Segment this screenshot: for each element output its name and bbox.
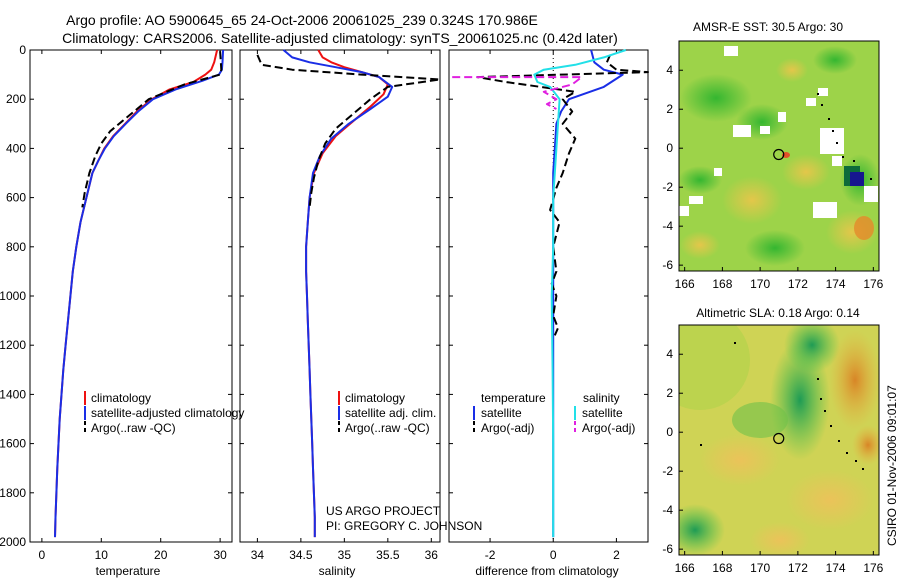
pi-credit: PI: GREGORY C. JOHNSON: [326, 519, 482, 533]
x-tick-label: 10: [95, 548, 109, 562]
salinity-legend-climatology: climatology: [345, 391, 405, 405]
map-x-tick-label: 176: [863, 277, 883, 291]
figure-title-line1: Argo profile: AO 5900645_65 24-Oct-2006 …: [66, 12, 538, 28]
series-line-climatology: [305, 49, 389, 538]
diff-legend-salinity-argo: Argo(-adj): [582, 421, 635, 435]
map-x-tick-label: 172: [788, 277, 808, 291]
map-x-tick-label: 166: [675, 277, 695, 291]
salinity-legend-argo: Argo(..raw -QC): [345, 421, 430, 435]
map-y-tick-label: 0: [666, 425, 673, 439]
y-tick-label: 400: [6, 141, 26, 155]
y-tick-label: 200: [6, 92, 26, 106]
project-credit: US ARGO PROJECT: [326, 504, 441, 518]
y-tick-label: 1000: [0, 289, 26, 303]
salinity-legend-satellite: satellite adj. clim.: [345, 406, 436, 420]
argo-position-marker: [773, 148, 785, 161]
diff-legend-salinity-satellite: satellite: [582, 406, 623, 420]
difference-panel-frame: [448, 49, 649, 543]
x-tick-label: 30: [213, 548, 227, 562]
map-x-tick-label: 176: [863, 561, 883, 575]
temperature-xlabel: temperature: [96, 564, 161, 578]
map-y-tick-label: -2: [662, 180, 673, 194]
timestamp-credit: CSIRO 01-Nov-2006 09:01:07: [885, 385, 899, 546]
sla-map-axes: 166 168 170 172 174 176 -6 -4 -2 0 2 4: [662, 347, 883, 575]
map-y-tick-label: 2: [666, 386, 673, 400]
map-y-tick-label: -4: [662, 219, 673, 233]
map-x-tick-label: 170: [750, 561, 770, 575]
map-x-tick-label: 174: [826, 277, 846, 291]
temperature-legend-satellite: satellite-adjusted climatology: [91, 406, 244, 420]
diff-legend-temperature-heading: temperature: [481, 391, 546, 405]
sst-map-title: AMSR-E SST: 30.5 Argo: 30: [693, 20, 843, 34]
series-line-argo-raw-qc-: [256, 54, 441, 208]
salinity-legend: climatology satellite adj. clim. Argo(..…: [338, 391, 436, 435]
sla-map-title: Altimetric SLA: 0.18 Argo: 0.14: [696, 306, 860, 320]
y-tick-label: 800: [6, 240, 26, 254]
salinity-plot: 34 34.5 35 35.5 36: [240, 49, 441, 562]
map-x-tick-label: 166: [675, 561, 695, 575]
map-x-tick-label: 170: [750, 277, 770, 291]
y-tick-label: 2000: [0, 535, 26, 549]
y-tick-label: 1600: [0, 437, 26, 451]
temperature-panel-frame: [29, 49, 233, 543]
map-x-tick-label: 174: [826, 561, 846, 575]
y-tick-label: 600: [6, 191, 26, 205]
series-line-salinity-satellite: [533, 49, 627, 538]
map-y-tick-label: -6: [662, 542, 673, 556]
x-tick-label: 35: [338, 548, 352, 562]
temperature-legend-argo: Argo(..raw -QC): [91, 421, 176, 435]
map-y-tick-label: -2: [662, 464, 673, 478]
series-line-salinity-argo-adj-: [452, 76, 583, 110]
series-line-climatology: [54, 49, 219, 538]
x-tick-label: 0: [550, 548, 557, 562]
map-y-tick-label: -4: [662, 503, 673, 517]
series-line-satellite-adjusted-climatology: [54, 49, 225, 538]
map-x-tick-label: 168: [712, 277, 732, 291]
series-line-argo-raw-qc-: [81, 51, 223, 208]
map-y-tick-label: 2: [666, 102, 673, 116]
figure-title-line2: Climatology: CARS2006. Satellite-adjuste…: [62, 30, 618, 46]
x-tick-label: 0: [39, 548, 46, 562]
sst-map-field: [679, 41, 879, 271]
diff-legend-temperature-argo: Argo(-adj): [481, 421, 534, 435]
map-x-tick-label: 172: [788, 561, 808, 575]
x-tick-label: -2: [485, 548, 496, 562]
temperature-plot: 0 10 20 30 0 200 400 600 800 1000 1200 1400 1600 1800…: [0, 43, 232, 562]
temperature-legend: climatology satellite-adjusted climatolo…: [84, 391, 244, 435]
difference-xlabel: difference from climatology: [475, 564, 618, 578]
map-y-tick-label: 4: [666, 347, 673, 361]
difference-plot: -2 0 2: [449, 49, 649, 562]
diff-legend-salinity-heading: salinity: [583, 391, 620, 405]
x-tick-label: 34: [251, 548, 265, 562]
argo-position-marker: [773, 432, 785, 445]
sst-map-axes: 166 168 170 172 174 176 -6 -4 -2 0 2 4: [662, 63, 883, 291]
salinity-xlabel: salinity: [319, 564, 356, 578]
difference-legend: temperature satellite Argo(-adj) salinit…: [473, 391, 635, 435]
sla-map-frame: [678, 324, 880, 556]
x-tick-label: 36: [425, 548, 439, 562]
x-tick-label: 35.5: [376, 548, 400, 562]
sla-map-field: [679, 325, 879, 555]
y-tick-label: 1200: [0, 338, 26, 352]
x-tick-label: 20: [154, 548, 168, 562]
map-y-tick-label: 4: [666, 63, 673, 77]
series-line-temperature-argo-adj-: [476, 54, 649, 336]
map-y-tick-label: 0: [666, 141, 673, 155]
map-y-tick-label: -6: [662, 258, 673, 272]
series-line-satellite-adj-clim-: [282, 49, 394, 538]
map-x-tick-label: 168: [712, 561, 732, 575]
diff-legend-temperature-satellite: satellite: [481, 406, 522, 420]
x-tick-label: 2: [613, 548, 620, 562]
y-tick-label: 1400: [0, 387, 26, 401]
y-tick-label: 0: [19, 43, 26, 57]
temperature-legend-climatology: climatology: [91, 391, 151, 405]
x-tick-label: 34.5: [289, 548, 313, 562]
map-coastlines: [700, 93, 872, 470]
y-tick-label: 1800: [0, 486, 26, 500]
sst-map-frame: [678, 40, 880, 272]
